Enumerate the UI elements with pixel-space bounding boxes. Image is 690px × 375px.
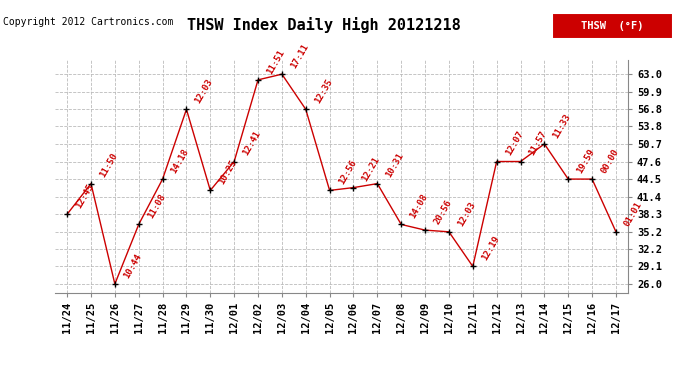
Text: 19:59: 19:59 (575, 147, 596, 175)
Text: 10:25: 10:25 (217, 159, 239, 186)
Text: 12:03: 12:03 (456, 200, 477, 228)
Text: 10:44: 10:44 (122, 252, 143, 280)
Text: 11:33: 11:33 (551, 112, 573, 140)
Text: Copyright 2012 Cartronics.com: Copyright 2012 Cartronics.com (3, 17, 174, 27)
Text: 12:19: 12:19 (480, 234, 501, 262)
Text: THSW  (°F): THSW (°F) (581, 21, 644, 31)
Text: THSW Index Daily High 20121218: THSW Index Daily High 20121218 (188, 17, 461, 33)
Text: 01:01: 01:01 (623, 200, 644, 228)
Text: 12:21: 12:21 (360, 156, 382, 183)
Text: 11:57: 11:57 (527, 130, 549, 158)
Text: 10:31: 10:31 (384, 152, 406, 180)
Text: 12:56: 12:56 (337, 159, 358, 186)
Text: 12:35: 12:35 (313, 77, 334, 105)
Text: 12:07: 12:07 (504, 130, 525, 158)
Text: 12:41: 12:41 (241, 130, 262, 158)
Text: 20:56: 20:56 (432, 198, 453, 226)
Text: 11:50: 11:50 (98, 152, 119, 180)
Text: 12:03: 12:03 (193, 77, 215, 105)
Text: 17:11: 17:11 (289, 42, 310, 70)
Text: 00:00: 00:00 (599, 147, 620, 175)
Text: 14:08: 14:08 (408, 192, 429, 220)
Text: 14:18: 14:18 (170, 147, 190, 175)
Text: 11:51: 11:51 (265, 48, 286, 76)
Text: 12:45: 12:45 (74, 182, 95, 210)
Text: 11:08: 11:08 (146, 192, 167, 220)
